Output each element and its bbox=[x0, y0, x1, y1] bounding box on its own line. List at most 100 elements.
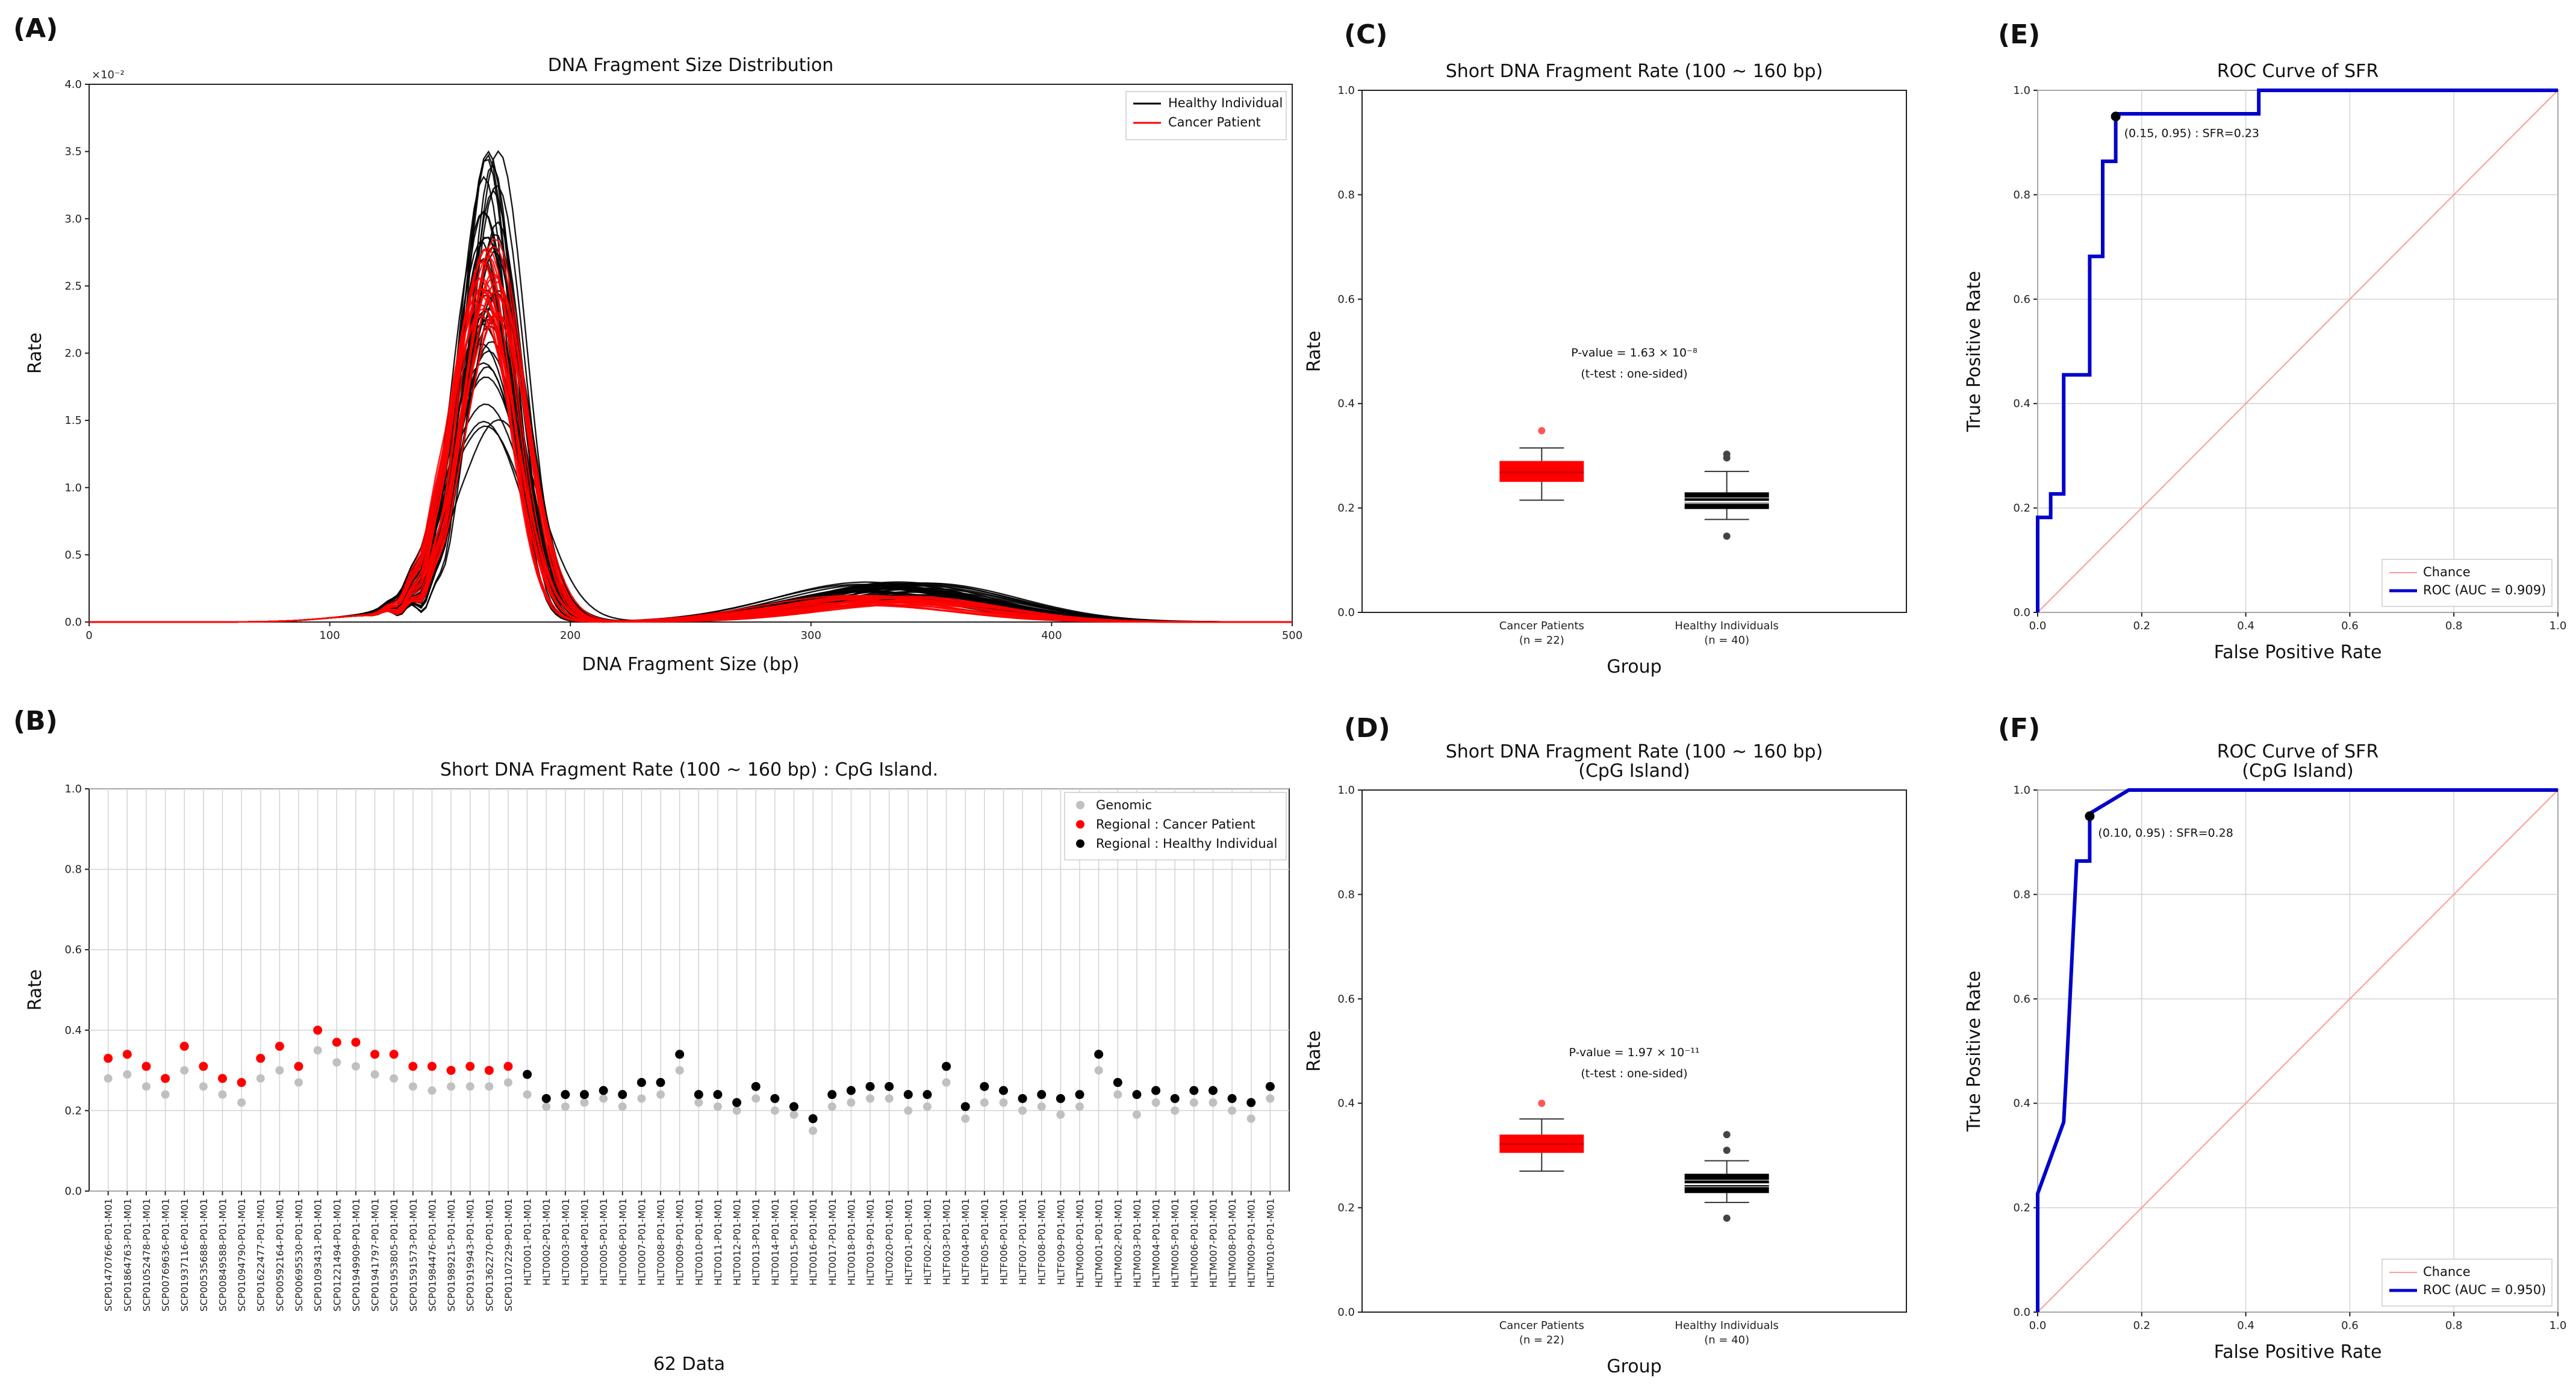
panel-a-title: DNA Fragment Size Distribution bbox=[548, 55, 834, 76]
genomic-point bbox=[732, 1106, 741, 1115]
regional-healthy-point bbox=[561, 1090, 570, 1100]
genomic-point bbox=[618, 1102, 627, 1111]
regional-healthy-point bbox=[770, 1094, 780, 1103]
panel-e-xtick-label: 0.2 bbox=[2133, 620, 2150, 632]
regional-healthy-point bbox=[751, 1081, 761, 1091]
regional-healthy-point bbox=[1170, 1094, 1180, 1103]
panel-d-category-count: (n = 22) bbox=[1519, 1334, 1564, 1346]
panel-f-optimal-label: (0.10, 0.95) : SFR=0.28 bbox=[2098, 826, 2233, 839]
panel-f-ytick-label: 0.2 bbox=[2013, 1202, 2030, 1215]
panel-b-xtick-label: SCP01989215-P01-M01 bbox=[446, 1198, 457, 1312]
panel-c-flier bbox=[1723, 532, 1731, 540]
panel-a-ytick-label: 3.5 bbox=[64, 146, 82, 158]
healthy-curve bbox=[89, 259, 1292, 623]
regional-healthy-point bbox=[1189, 1086, 1199, 1095]
panel-b-ylabel: Rate bbox=[25, 969, 46, 1011]
cancer-curve bbox=[89, 289, 1292, 623]
cancer-curve bbox=[89, 261, 1292, 623]
regional-healthy-point bbox=[732, 1098, 742, 1107]
panel-c-flier bbox=[1723, 450, 1731, 458]
genomic-point bbox=[351, 1062, 360, 1071]
panel-b-xtick-label: HLTM008-P01-M01 bbox=[1227, 1198, 1238, 1288]
panel-b-xtick-label: HLTM009-P01-M01 bbox=[1246, 1198, 1257, 1288]
panel-e-xtick-label: 0.4 bbox=[2237, 620, 2254, 632]
cancer-curve bbox=[89, 238, 1292, 623]
genomic-point bbox=[1209, 1098, 1218, 1107]
panel-b-xtick-label: HLT0013-P01-M01 bbox=[750, 1198, 762, 1286]
genomic-point bbox=[751, 1094, 761, 1103]
panel-a-ytick-label: 4.0 bbox=[64, 78, 82, 91]
panel-b-xtick-label: HLT0010-P01-M01 bbox=[693, 1198, 705, 1286]
panel-e-title: ROC Curve of SFR bbox=[2217, 61, 2379, 82]
panel-f-ytick-label: 1.0 bbox=[2013, 784, 2030, 797]
panel-b-xtick-label: HLTF002-P01-M01 bbox=[922, 1198, 933, 1285]
panel-d-xlabel: Group bbox=[1607, 1356, 1661, 1377]
regional-healthy-point bbox=[827, 1090, 837, 1100]
genomic-point bbox=[465, 1082, 474, 1091]
genomic-point bbox=[1151, 1098, 1160, 1107]
panel-c-box bbox=[1684, 492, 1769, 509]
cancer-curve bbox=[89, 308, 1292, 623]
genomic-point bbox=[1246, 1114, 1255, 1123]
panel-b-ytick-label: 0.4 bbox=[64, 1024, 82, 1037]
cancer-curve bbox=[89, 311, 1292, 623]
panel-b-xtick-label: SCP01221494-P01-M01 bbox=[331, 1198, 343, 1312]
panel-b-xtick-label: HLTM006-P01-M01 bbox=[1189, 1198, 1200, 1288]
panel-b-xtick-label: HLTF008-P01-M01 bbox=[1036, 1198, 1048, 1285]
regional-healthy-point bbox=[713, 1090, 723, 1100]
regional-healthy-point bbox=[523, 1069, 532, 1079]
panel-f-ytick-label: 0.4 bbox=[2013, 1097, 2030, 1110]
panel-d-ytick-label: 0.0 bbox=[1337, 1306, 1355, 1319]
cancer-curve bbox=[89, 303, 1292, 623]
panel-b-xtick-label: SCP01094790-P01-M01 bbox=[236, 1198, 247, 1312]
panel-c-xlabel: Group bbox=[1607, 656, 1661, 677]
regional-healthy-point bbox=[1208, 1086, 1218, 1095]
healthy-curve bbox=[89, 294, 1292, 623]
panel-f-xtick-label: 1.0 bbox=[2550, 1319, 2567, 1332]
panel-b-xtick-label: HLT0012-P01-M01 bbox=[732, 1198, 743, 1286]
panel-b-xtick-label: HLT0019-P01-M01 bbox=[865, 1198, 876, 1286]
regional-healthy-point bbox=[998, 1086, 1008, 1095]
healthy-curve bbox=[89, 189, 1292, 623]
panel-d-flier bbox=[1538, 1100, 1546, 1107]
healthy-curve bbox=[89, 376, 1292, 623]
regional-healthy-point bbox=[980, 1081, 989, 1091]
healthy-curve bbox=[89, 210, 1292, 623]
genomic-point bbox=[599, 1094, 608, 1103]
genomic-point bbox=[1037, 1102, 1046, 1111]
regional-cancer-point bbox=[199, 1062, 208, 1071]
healthy-curve bbox=[89, 323, 1292, 623]
panel-f-roc-curve bbox=[2036, 788, 2558, 1312]
regional-healthy-point bbox=[885, 1081, 894, 1091]
panel-b-xtick-label: HLT0009-P01-M01 bbox=[674, 1198, 686, 1286]
panel-e-ytick-label: 0.0 bbox=[2013, 606, 2030, 619]
regional-healthy-point bbox=[656, 1078, 665, 1088]
genomic-point bbox=[142, 1082, 151, 1091]
panel-b-title: Short DNA Fragment Rate (100 ~ 160 bp) :… bbox=[440, 759, 938, 780]
genomic-point bbox=[1075, 1102, 1084, 1111]
panel-a-xtick-label: 0 bbox=[86, 629, 92, 642]
panel-d-ytick-label: 1.0 bbox=[1337, 784, 1355, 797]
regional-healthy-point bbox=[865, 1081, 875, 1091]
cancer-curve bbox=[89, 259, 1292, 623]
panel-b-xtick-label: SCP01984476-P01-M01 bbox=[426, 1198, 438, 1312]
healthy-curve bbox=[89, 236, 1292, 623]
panel-a-xtick-label: 100 bbox=[319, 629, 340, 642]
panel-a-ytick-label: 1.5 bbox=[64, 414, 82, 427]
panel-b-xlabel: 62 Data bbox=[653, 1354, 725, 1375]
panel-d-ytick-label: 0.8 bbox=[1337, 888, 1355, 901]
panel-b-xtick-label: HLT0005-P01-M01 bbox=[598, 1198, 609, 1286]
panel-b-ytick-label: 0.8 bbox=[64, 863, 82, 876]
panel-b-xtick-label: SCP00592164-P01-M01 bbox=[274, 1198, 285, 1312]
regional-cancer-point bbox=[294, 1062, 303, 1071]
panel-c-category-count: (n = 40) bbox=[1704, 634, 1749, 647]
regional-healthy-point bbox=[1113, 1078, 1122, 1088]
regional-cancer-point bbox=[179, 1042, 189, 1051]
panel-e-legend-label: ROC (AUC = 0.909) bbox=[2423, 583, 2546, 597]
panel-d-category-label: Cancer Patients bbox=[1499, 1319, 1584, 1332]
panel-label: (F) bbox=[1998, 713, 2040, 744]
genomic-point bbox=[561, 1102, 570, 1111]
panel-d-ytick-label: 0.6 bbox=[1337, 993, 1355, 1006]
panel-b-xtick-label: HLTM010-P01-M01 bbox=[1265, 1198, 1276, 1288]
genomic-point bbox=[1056, 1110, 1065, 1119]
